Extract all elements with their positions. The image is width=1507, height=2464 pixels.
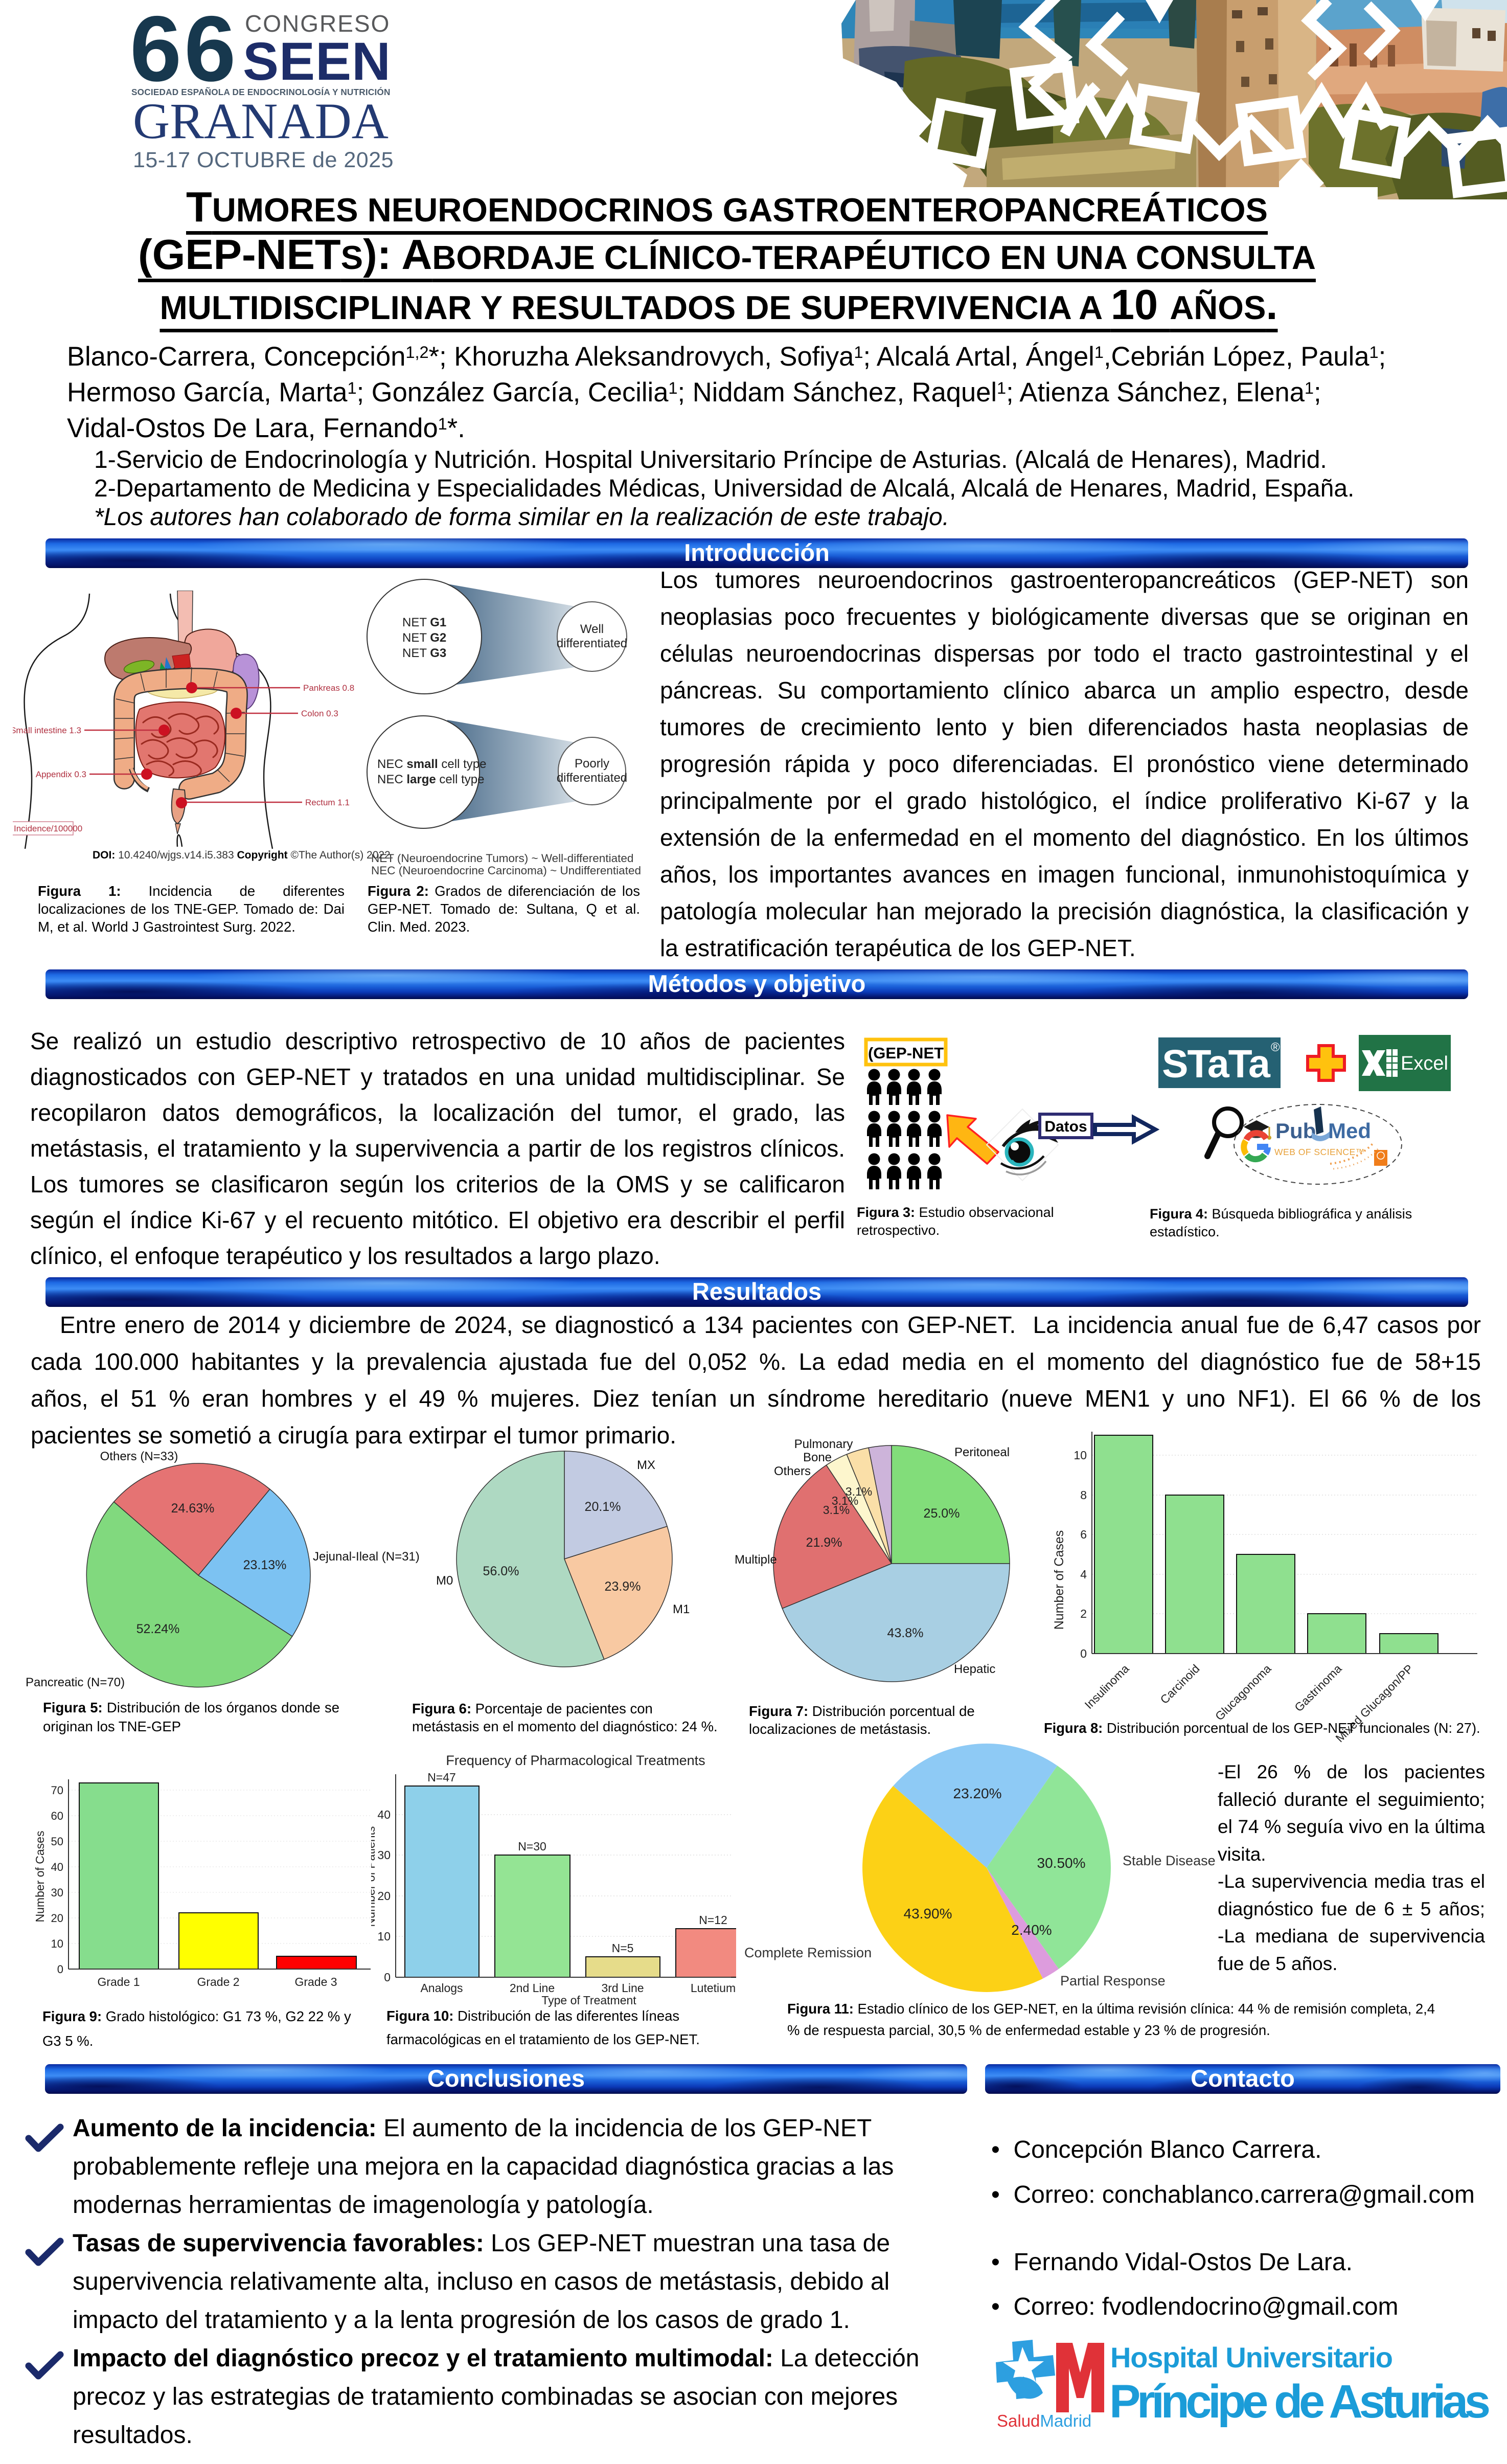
svg-text:43.8%: 43.8%: [887, 1626, 924, 1640]
svg-text:NEC (Neuroendocrine Carcinoma): NEC (Neuroendocrine Carcinoma) ~ Undiffe…: [371, 864, 641, 877]
svg-text:Number of Cases: Number of Cases: [33, 1831, 47, 1923]
svg-text:8: 8: [1080, 1488, 1087, 1502]
svg-text:Poorly: Poorly: [575, 757, 609, 771]
svg-text:Peritoneal: Peritoneal: [954, 1445, 1010, 1459]
svg-text:Grade 2: Grade 2: [197, 1975, 239, 1988]
svg-text:MX: MX: [637, 1458, 655, 1472]
svg-text:21.9%: 21.9%: [806, 1535, 842, 1550]
svg-text:Insulinoma: Insulinoma: [1082, 1662, 1131, 1711]
svg-text:NEC small cell type: NEC small cell type: [377, 757, 486, 771]
svg-text:Med: Med: [1328, 1119, 1371, 1143]
svg-text:3rd Line: 3rd Line: [601, 1981, 644, 1995]
svg-text:Hepatic: Hepatic: [954, 1662, 995, 1676]
svg-text:Pankreas 0.8: Pankreas 0.8: [303, 683, 354, 693]
svg-text:differentiated: differentiated: [557, 771, 627, 785]
svg-text:30: 30: [51, 1886, 63, 1899]
svg-text:differentiated: differentiated: [557, 637, 627, 650]
svg-text:NET G1: NET G1: [402, 616, 446, 629]
svg-text:Colon 0.3: Colon 0.3: [301, 709, 338, 718]
svg-text:0: 0: [57, 1963, 63, 1976]
svg-text:N=5: N=5: [612, 1941, 634, 1955]
svg-text:52.24%: 52.24%: [136, 1622, 180, 1636]
svg-text:Pub: Pub: [1275, 1119, 1316, 1143]
svg-text:20: 20: [51, 1912, 63, 1925]
svg-text:Pulmonary: Pulmonary: [794, 1437, 853, 1451]
svg-text:0: 0: [1080, 1647, 1087, 1660]
svg-text:30.50%: 30.50%: [1037, 1855, 1086, 1871]
svg-text:3.1%: 3.1%: [832, 1494, 858, 1507]
svg-text:Jejunal-Ileal (N=31): Jejunal-Ileal (N=31): [313, 1550, 419, 1564]
svg-text:30: 30: [377, 1848, 391, 1862]
svg-text:23.13%: 23.13%: [243, 1558, 287, 1572]
svg-text:50: 50: [51, 1835, 63, 1848]
svg-text:Appendix 0.3: Appendix 0.3: [36, 770, 86, 779]
svg-text:(GEP-NET: (GEP-NET: [868, 1044, 944, 1062]
svg-text:Analogs: Analogs: [420, 1981, 463, 1995]
svg-text:Datos: Datos: [1044, 1118, 1087, 1135]
svg-text:20.1%: 20.1%: [585, 1500, 621, 1514]
svg-text:Excel: Excel: [1401, 1053, 1448, 1074]
svg-text:Glucagonoma: Glucagonoma: [1213, 1662, 1274, 1723]
svg-text:70: 70: [51, 1784, 63, 1797]
svg-text:23.20%: 23.20%: [953, 1785, 1002, 1801]
svg-text:NET G2: NET G2: [402, 631, 446, 645]
svg-text:40: 40: [51, 1861, 63, 1873]
svg-text:56.0%: 56.0%: [483, 1564, 519, 1578]
svg-text:10: 10: [377, 1930, 391, 1943]
svg-text:Partial Response: Partial Response: [1060, 1973, 1166, 1988]
svg-text:10: 10: [1074, 1449, 1087, 1462]
svg-text:NEC large cell type: NEC large cell type: [377, 773, 484, 786]
svg-text:Frequency of Pharmacological T: Frequency of Pharmacological Treatments: [446, 1753, 705, 1768]
svg-text:Bone: Bone: [803, 1451, 832, 1464]
svg-text:43.90%: 43.90%: [904, 1906, 952, 1922]
svg-text:Others (N=33): Others (N=33): [100, 1450, 178, 1463]
svg-text:Number of Cases: Number of Cases: [1052, 1530, 1066, 1630]
svg-text:25.0%: 25.0%: [924, 1506, 960, 1521]
svg-text:20: 20: [377, 1889, 391, 1903]
svg-text:60: 60: [51, 1810, 63, 1822]
svg-text:Type of Treatment: Type of Treatment: [541, 1994, 636, 2007]
svg-text:Carcinoid: Carcinoid: [1157, 1662, 1202, 1706]
svg-text:NET G3: NET G3: [402, 646, 446, 660]
svg-text:Multiple: Multiple: [735, 1553, 777, 1567]
svg-text:NET (Neuroendocrine Tumors) ~: NET (Neuroendocrine Tumors) ~ Well-diffe…: [371, 852, 633, 865]
svg-text:SaludMadrid: SaludMadrid: [997, 2411, 1091, 2430]
svg-text:Stable Disease: Stable Disease: [1123, 1853, 1216, 1868]
svg-text:STaTa: STaTa: [1162, 1042, 1271, 1086]
svg-text:40: 40: [377, 1808, 391, 1821]
svg-text:Grade 1: Grade 1: [97, 1975, 140, 1988]
svg-text:Pancreatic (N=70): Pancreatic (N=70): [26, 1676, 125, 1689]
svg-text:Rectum 1.1: Rectum 1.1: [305, 798, 350, 807]
svg-text:Others: Others: [774, 1464, 811, 1478]
svg-text:M0: M0: [436, 1574, 453, 1588]
svg-text:Complete Remission: Complete Remission: [744, 1945, 872, 1960]
svg-text:4: 4: [1080, 1568, 1087, 1581]
svg-text:N=47: N=47: [427, 1771, 456, 1784]
svg-text:Well: Well: [580, 622, 604, 636]
svg-text:23.9%: 23.9%: [605, 1579, 641, 1594]
svg-text:M1: M1: [673, 1602, 690, 1616]
svg-text:Gastrinoma: Gastrinoma: [1292, 1662, 1344, 1714]
svg-text:N=30: N=30: [518, 1840, 546, 1853]
svg-text:N=12: N=12: [699, 1913, 727, 1927]
svg-text:3.1%: 3.1%: [823, 1503, 850, 1517]
svg-text:6: 6: [1080, 1528, 1087, 1541]
svg-text:24.63%: 24.63%: [171, 1501, 215, 1516]
svg-text:WEB OF SCIENCE™: WEB OF SCIENCE™: [1274, 1147, 1365, 1157]
svg-text:0: 0: [384, 1971, 391, 1984]
svg-text:2: 2: [1080, 1607, 1087, 1620]
svg-text:10: 10: [51, 1937, 63, 1950]
svg-text:Number of Patients: Number of Patients: [371, 1826, 377, 1927]
svg-text:Grade 3: Grade 3: [294, 1975, 337, 1988]
svg-text:2nd Line: 2nd Line: [510, 1981, 555, 1995]
svg-text:Hospital Universitario: Hospital Universitario: [1110, 2341, 1393, 2373]
svg-text:Incidence/100000: Incidence/100000: [14, 824, 82, 833]
svg-text:Príncipe de Asturias: Príncipe de Asturias: [1109, 2376, 1491, 2428]
svg-text:®: ®: [1271, 1041, 1280, 1054]
svg-text:3.1%: 3.1%: [846, 1485, 872, 1498]
svg-text:2.40%: 2.40%: [1011, 1922, 1052, 1938]
svg-text:Small intestine 1.3: Small intestine 1.3: [13, 726, 81, 735]
svg-text:Lutetium: Lutetium: [691, 1981, 736, 1995]
